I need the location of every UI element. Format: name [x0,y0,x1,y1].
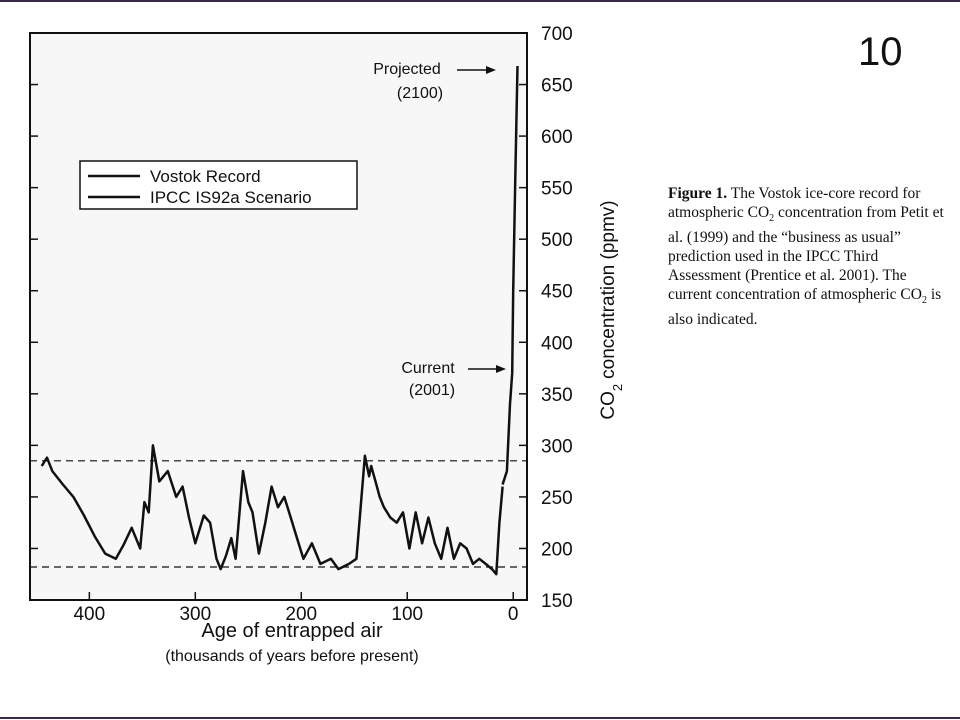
legend-label: IPCC IS92a Scenario [150,188,312,207]
y-tick-label: 150 [541,591,573,612]
x-tick-label: 0 [508,604,519,625]
y-tick-label: 600 [541,127,573,148]
y-tick-label: 450 [541,282,573,303]
annotation: (2001) [409,382,455,399]
slide-number: 10 [858,30,903,74]
y-tick-label: 550 [541,179,573,200]
x-tick-label: 100 [391,604,423,625]
y-tick-label: 400 [541,333,573,354]
annotation: (2100) [397,85,443,102]
annotation-arrowhead [486,66,496,74]
caption-text: is also indicated. [668,286,942,329]
y-tick-label: 500 [541,230,573,251]
y-tick-label: 200 [541,539,573,560]
x-axis-subtitle: (thousands of years before present) [165,648,418,665]
x-axis-title: Age of entrapped air [201,620,383,642]
caption-text: concentration from Petit et al. (1999) a… [668,204,944,304]
x-tick-label: 200 [285,604,317,625]
y-axis-title-sub: 2 [610,384,625,391]
x-tick-label: 400 [73,604,105,625]
caption-sub: 2 [921,295,927,307]
annotation: Current [401,360,455,377]
y-axis-title: CO2 concentration (ppmv) [598,200,625,419]
y-tick-label: 700 [541,24,573,45]
annotation: Projected [373,61,441,78]
caption-text: The Vostok ice-core record for atmospher… [668,185,921,221]
caption-sub: 2 [769,213,775,225]
legend-label: Vostok Record [150,167,261,186]
y-tick-label: 250 [541,488,573,509]
annotation-arrowhead [496,365,506,373]
plot-frame [29,32,528,601]
y-tick-label: 350 [541,385,573,406]
series-line [40,444,504,576]
x-tick-label: 300 [179,604,211,625]
legend-box [79,160,358,210]
y-tick-label: 650 [541,76,573,97]
y-axis-title-part: concentration (ppmv) [598,200,619,378]
figure-caption: Figure 1. The Vostok ice-core record for… [668,184,950,329]
caption-lead: Figure 1. [668,185,728,202]
y-axis-title-part: CO [598,391,619,420]
y-tick-label: 300 [541,436,573,457]
series-line [501,65,519,485]
